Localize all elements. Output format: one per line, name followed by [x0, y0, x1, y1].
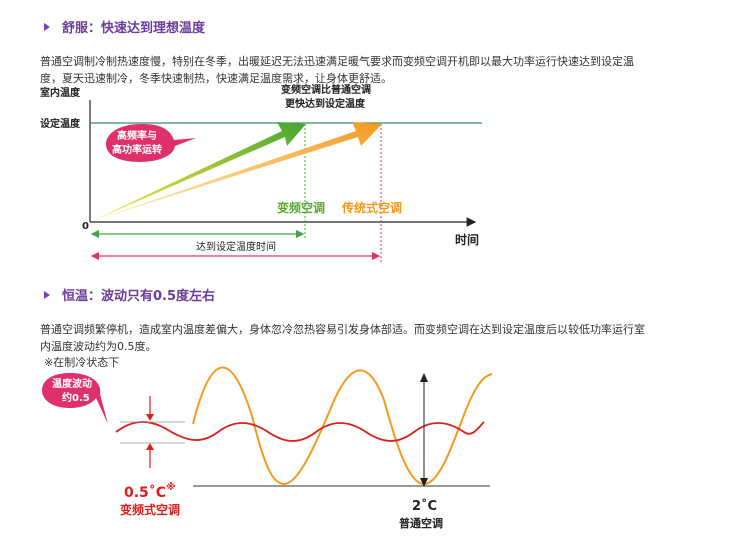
- cooling-note: ※在制冷状态下: [44, 356, 120, 369]
- svg-text:温度波动: 温度波动: [52, 377, 92, 390]
- normal-ac-label: 普通空调: [399, 516, 443, 530]
- callout-bubble-2: 温度波动 约0.5: [42, 373, 108, 424]
- svg-text:约0.5: 约0.5: [62, 391, 90, 404]
- inverter-ac-label: 变频式空调: [120, 502, 180, 517]
- section1-title: 舒服：快速达到理想温度: [44, 17, 205, 36]
- inverter-label: 变频空调: [277, 200, 325, 215]
- range-arrow-bottom-head: [420, 478, 428, 487]
- normal-ac-wave: [192, 366, 493, 486]
- section1-paragraph: 普通空调制冷制热速度慢，特别在冬季，出暖延迟无法迅速满足暖气要求而变频空调开机即…: [40, 55, 634, 85]
- x-axis-label: 时间: [455, 232, 479, 247]
- duration-label: 达到设定温度时间: [196, 240, 276, 253]
- range-arrow-top-head: [420, 373, 428, 382]
- band-arrow-bottom-head: [146, 443, 154, 450]
- section2-paragraph: 普通空调频繁停机，造成室内温度差偏大，身体忽冷忽热容易引发身体部适。而变频空调在…: [40, 323, 645, 353]
- svg-text:高频率与: 高频率与: [117, 129, 157, 142]
- setpoint-label: 设定温度: [40, 117, 81, 130]
- small-value-label: 0.5˚C: [124, 484, 166, 501]
- top-note-line1: 变频空调比普通空调: [281, 83, 371, 96]
- section2-title: 恒温：波动只有0.5度左右: [44, 285, 215, 304]
- top-note-line2: 更快达到设定温度: [285, 97, 366, 110]
- y-axis-label: 室内温度: [40, 86, 81, 99]
- inverter-ac-wave: [115, 421, 485, 442]
- callout-bubble-1: 高频率与 高功率运转: [106, 124, 196, 162]
- svg-text:高功率运转: 高功率运转: [112, 143, 162, 156]
- traditional-label: 传统式空调: [341, 200, 402, 215]
- big-value-label: 2˚C: [412, 498, 437, 514]
- small-value-star: ※: [166, 481, 176, 493]
- origin-label: 0: [82, 221, 89, 232]
- bullet-arrow-icon: [44, 291, 50, 299]
- band-arrow-top-head: [146, 414, 154, 421]
- inverter-arrow: [92, 122, 306, 221]
- bullet-arrow-icon: [44, 23, 50, 31]
